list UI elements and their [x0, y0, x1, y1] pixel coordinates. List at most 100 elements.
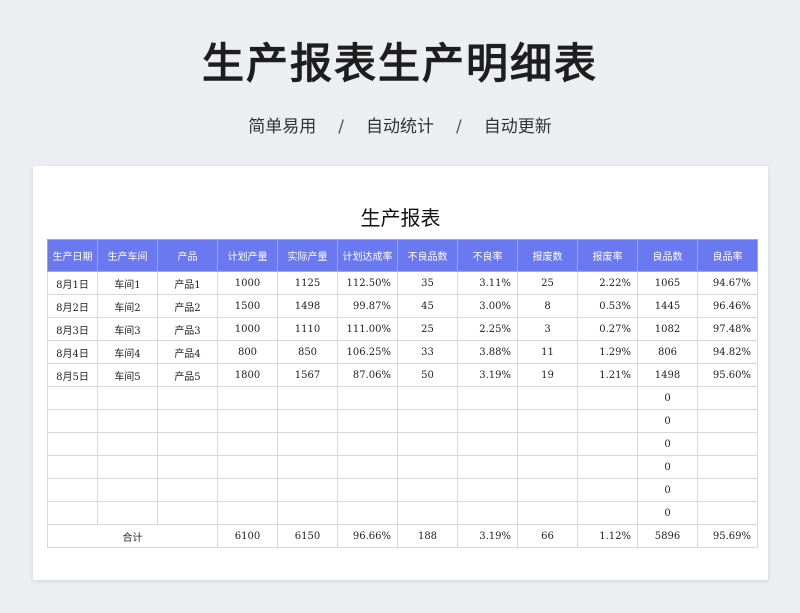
table-cell[interactable]: 112.50% — [337, 271, 398, 295]
table-cell[interactable]: 3.88% — [457, 340, 518, 364]
table-cell[interactable] — [337, 478, 398, 502]
table-cell[interactable]: 1498 — [277, 294, 338, 318]
table-cell[interactable] — [97, 432, 158, 456]
column-header[interactable]: 生产日期 — [47, 239, 98, 272]
table-cell[interactable] — [47, 501, 98, 525]
column-header[interactable]: 良品数 — [637, 239, 698, 272]
table-cell[interactable]: 94.67% — [697, 271, 758, 295]
table-cell[interactable] — [517, 455, 578, 479]
table-cell[interactable]: 1000 — [217, 271, 278, 295]
table-cell[interactable] — [217, 478, 278, 502]
table-cell[interactable] — [47, 409, 98, 433]
table-cell[interactable] — [697, 478, 758, 502]
column-header[interactable]: 报废率 — [577, 239, 638, 272]
table-cell[interactable]: 3.19% — [457, 363, 518, 387]
table-cell[interactable] — [697, 455, 758, 479]
table-cell[interactable] — [697, 501, 758, 525]
table-cell[interactable]: 1082 — [637, 317, 698, 341]
table-cell[interactable] — [277, 478, 338, 502]
table-cell[interactable] — [217, 386, 278, 410]
table-cell[interactable]: 35 — [397, 271, 458, 295]
table-cell[interactable] — [397, 501, 458, 525]
table-cell[interactable]: 3.11% — [457, 271, 518, 295]
table-cell[interactable]: 车间5 — [97, 363, 158, 387]
total-cell[interactable]: 6100 — [217, 524, 278, 548]
table-cell[interactable] — [397, 478, 458, 502]
table-cell[interactable]: 1567 — [277, 363, 338, 387]
table-cell[interactable] — [337, 455, 398, 479]
table-cell[interactable]: 产品5 — [157, 363, 218, 387]
total-cell[interactable]: 96.66% — [337, 524, 398, 548]
table-cell[interactable] — [277, 409, 338, 433]
column-header[interactable]: 良品率 — [697, 239, 758, 272]
table-cell[interactable]: 产品4 — [157, 340, 218, 364]
table-cell[interactable] — [97, 409, 158, 433]
table-cell[interactable]: 1065 — [637, 271, 698, 295]
table-cell[interactable]: 8月3日 — [47, 317, 98, 341]
table-cell[interactable]: 0.53% — [577, 294, 638, 318]
table-cell[interactable]: 产品1 — [157, 271, 218, 295]
total-cell[interactable]: 3.19% — [457, 524, 518, 548]
table-cell[interactable] — [47, 432, 98, 456]
table-cell[interactable]: 25 — [517, 271, 578, 295]
table-cell[interactable]: 8月2日 — [47, 294, 98, 318]
table-cell[interactable] — [457, 409, 518, 433]
table-cell[interactable] — [457, 455, 518, 479]
table-cell[interactable]: 95.60% — [697, 363, 758, 387]
table-cell[interactable]: 0 — [637, 432, 698, 456]
table-cell[interactable]: 产品2 — [157, 294, 218, 318]
column-header[interactable]: 实际产量 — [277, 239, 338, 272]
total-cell[interactable]: 5896 — [637, 524, 698, 548]
table-cell[interactable] — [457, 478, 518, 502]
table-cell[interactable]: 3 — [517, 317, 578, 341]
table-cell[interactable] — [157, 432, 218, 456]
table-cell[interactable]: 1498 — [637, 363, 698, 387]
table-cell[interactable] — [157, 409, 218, 433]
table-cell[interactable] — [337, 409, 398, 433]
table-cell[interactable] — [157, 455, 218, 479]
table-cell[interactable] — [97, 501, 158, 525]
table-cell[interactable]: 1445 — [637, 294, 698, 318]
table-cell[interactable] — [457, 432, 518, 456]
table-cell[interactable]: 45 — [397, 294, 458, 318]
table-cell[interactable]: 800 — [217, 340, 278, 364]
table-cell[interactable] — [217, 432, 278, 456]
table-cell[interactable]: 8 — [517, 294, 578, 318]
table-cell[interactable]: 8月4日 — [47, 340, 98, 364]
table-cell[interactable] — [277, 386, 338, 410]
table-cell[interactable]: 2.25% — [457, 317, 518, 341]
table-cell[interactable] — [157, 501, 218, 525]
table-cell[interactable]: 车间4 — [97, 340, 158, 364]
table-cell[interactable]: 0 — [637, 501, 698, 525]
table-cell[interactable]: 111.00% — [337, 317, 398, 341]
table-cell[interactable] — [577, 409, 638, 433]
total-cell[interactable]: 66 — [517, 524, 578, 548]
total-cell[interactable]: 188 — [397, 524, 458, 548]
table-cell[interactable]: 1125 — [277, 271, 338, 295]
table-cell[interactable] — [217, 409, 278, 433]
table-cell[interactable] — [337, 386, 398, 410]
table-cell[interactable]: 97.48% — [697, 317, 758, 341]
table-cell[interactable] — [577, 386, 638, 410]
table-cell[interactable] — [337, 432, 398, 456]
table-cell[interactable]: 87.06% — [337, 363, 398, 387]
table-cell[interactable]: 25 — [397, 317, 458, 341]
table-cell[interactable]: 0 — [637, 455, 698, 479]
table-cell[interactable]: 99.87% — [337, 294, 398, 318]
table-cell[interactable] — [697, 409, 758, 433]
table-cell[interactable] — [97, 386, 158, 410]
table-cell[interactable]: 1.29% — [577, 340, 638, 364]
column-header[interactable]: 生产车间 — [97, 239, 158, 272]
table-cell[interactable]: 1.21% — [577, 363, 638, 387]
table-cell[interactable]: 96.46% — [697, 294, 758, 318]
column-header[interactable]: 计划达成率 — [337, 239, 398, 272]
table-cell[interactable]: 806 — [637, 340, 698, 364]
table-cell[interactable]: 1110 — [277, 317, 338, 341]
table-cell[interactable]: 0 — [637, 386, 698, 410]
table-cell[interactable]: 1000 — [217, 317, 278, 341]
table-cell[interactable]: 850 — [277, 340, 338, 364]
table-cell[interactable]: 产品3 — [157, 317, 218, 341]
table-cell[interactable] — [457, 501, 518, 525]
table-cell[interactable]: 19 — [517, 363, 578, 387]
table-cell[interactable] — [697, 386, 758, 410]
